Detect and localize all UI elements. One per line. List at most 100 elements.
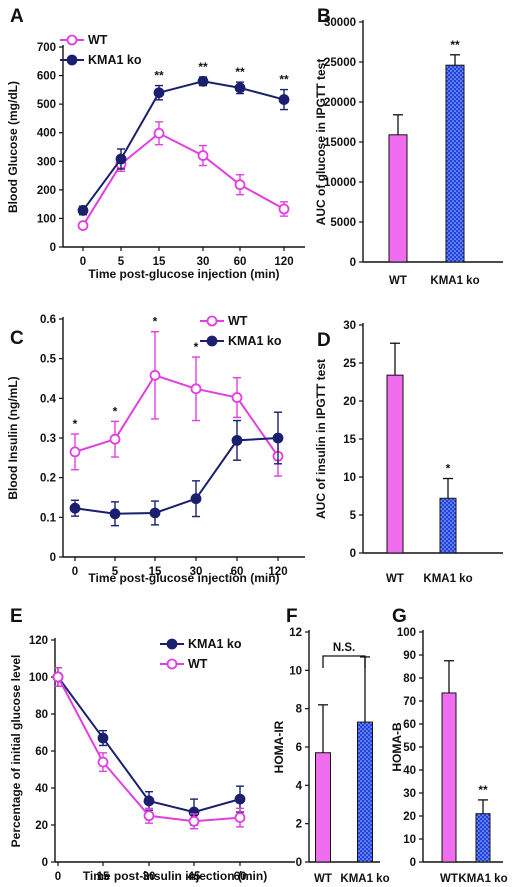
y-tick-label: 30 (403, 788, 416, 800)
y-axis-label: AUC of insulin in IPGTT test (314, 359, 328, 519)
significance-label: ** (450, 38, 460, 52)
x-axis-label: Time post-glucose injection (min) (88, 267, 279, 281)
bar-wt (441, 692, 457, 863)
y-tick-label: 0 (296, 857, 302, 869)
y-tick-label: 15000 (324, 137, 356, 149)
data-point (109, 433, 121, 445)
y-tick-label: 2 (296, 819, 302, 831)
legend-marker (206, 315, 218, 327)
data-point (143, 795, 155, 807)
y-tick-label: 100 (29, 672, 48, 684)
data-point (188, 815, 200, 827)
x-tick-label: 0 (55, 871, 61, 883)
bracket-label: N.S. (333, 642, 355, 654)
y-tick-label: 5 (350, 510, 357, 522)
series-ko (52, 667, 246, 826)
x-axis-label: Time post-glucose injection (min) (88, 571, 279, 585)
data-point (231, 392, 243, 403)
significance-label: * (153, 315, 158, 329)
y-tick-label: 6 (296, 742, 302, 754)
data-point (190, 383, 202, 395)
category-label: KMA1 ko (340, 873, 389, 885)
y-tick-label: 50 (403, 742, 416, 754)
x-axis-label: Time post-insulin injection (min) (83, 869, 267, 883)
x-tick-label: 45 (188, 871, 201, 883)
y-tick-label: 0.3 (40, 433, 56, 445)
y-tick-label: 30 (343, 320, 356, 332)
y-tick-label: 0 (410, 857, 416, 869)
y-tick-label: 10 (289, 665, 302, 677)
y-tick-label: 60 (403, 719, 416, 731)
y-tick-label: 600 (37, 71, 56, 83)
category-label: KMA1 ko (458, 873, 507, 885)
x-tick-label: 60 (234, 871, 247, 883)
significance-label: * (446, 462, 451, 476)
y-tick-label: 400 (37, 128, 56, 140)
y-tick-label: 30000 (324, 17, 356, 29)
data-point (77, 220, 89, 231)
y-axis-label: Percentage of initial glucose level (9, 655, 23, 848)
y-tick-label: 4 (296, 780, 303, 792)
x-tick-label: 5 (118, 256, 125, 268)
y-axis-label: Blood Glucose (mg/dL) (6, 81, 20, 213)
y-tick-label: 0.6 (40, 314, 56, 326)
x-tick-label: 0 (72, 566, 78, 578)
series-line (74, 374, 279, 457)
data-point (234, 82, 246, 94)
y-tick-label: 300 (37, 156, 56, 168)
data-point (109, 508, 121, 520)
panel-label-G: G (392, 606, 407, 627)
significance-label: * (113, 404, 118, 418)
y-tick-label: 10 (403, 834, 416, 846)
panel-label-B: B (317, 6, 331, 27)
data-point (153, 87, 165, 99)
y-tick-label: 25 (343, 358, 356, 370)
y-axis-label: HOMA-B (390, 722, 404, 772)
x-tick-label: 15 (149, 566, 162, 578)
legend-label: WT (228, 314, 248, 328)
series-line (82, 80, 285, 212)
series-ko (69, 411, 284, 527)
series-ko (77, 75, 290, 216)
y-tick-label: 0 (42, 857, 48, 869)
data-point (234, 812, 246, 823)
x-tick-label: 120 (274, 256, 293, 268)
data-point (143, 810, 155, 822)
data-point (149, 369, 161, 381)
data-point (97, 732, 109, 744)
y-tick-label: 10000 (324, 177, 356, 189)
x-tick-label: 15 (153, 256, 166, 268)
data-point (115, 153, 127, 165)
series-wt (69, 330, 284, 477)
data-point (153, 127, 165, 139)
data-point (69, 502, 81, 514)
panel-B: B 0 5000 10000 15000 20000 25000 30000 AUC of gl… (314, 6, 503, 287)
data-point (69, 446, 81, 458)
significance-bracket (322, 655, 366, 668)
category-label: KMA1 ko (423, 573, 472, 585)
panel-label-E: E (10, 606, 23, 627)
y-tick-label: 0 (50, 552, 56, 564)
panel-C: C 0 0.1 0.2 0.3 0.4 0.5 0.6 Blood Insulin (ng/mL… (6, 314, 305, 585)
y-tick-label: 0 (350, 257, 356, 269)
y-tick-label: 0 (50, 242, 56, 254)
data-point (97, 756, 109, 768)
y-tick-label: 70 (403, 696, 416, 708)
panel-label-C: C (10, 328, 24, 349)
category-label: WT (440, 873, 458, 885)
legend-label: WT (88, 33, 108, 47)
legend-label: KMA1 ko (188, 637, 242, 651)
y-tick-label: 0.1 (40, 512, 57, 524)
y-tick-label: 80 (403, 673, 416, 685)
bar-ko (357, 721, 373, 863)
y-tick-label: 500 (37, 99, 56, 111)
legend-marker (66, 54, 78, 66)
y-tick-label: 200 (37, 185, 56, 197)
y-tick-label: 100 (37, 213, 56, 225)
y-tick-label: 20 (35, 820, 48, 832)
x-tick-label: 60 (231, 566, 244, 578)
x-tick-label: 30 (197, 256, 210, 268)
y-tick-label: 40 (35, 783, 48, 795)
